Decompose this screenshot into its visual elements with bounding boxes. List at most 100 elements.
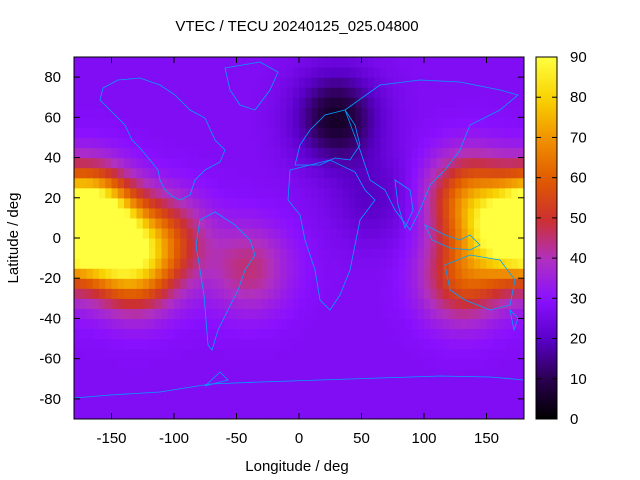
heatmap-cell bbox=[417, 368, 425, 380]
heatmap-cell bbox=[436, 338, 444, 350]
heatmap-cell bbox=[355, 177, 363, 189]
heatmap-cell bbox=[380, 368, 388, 380]
heatmap-cell bbox=[511, 127, 519, 139]
heatmap-cell bbox=[117, 207, 125, 219]
heatmap-cell bbox=[442, 217, 450, 229]
heatmap-cell bbox=[205, 398, 213, 410]
heatmap-cell bbox=[224, 288, 231, 299]
heatmap-cell bbox=[374, 167, 381, 179]
heatmap-cell bbox=[436, 87, 444, 98]
heatmap-cell bbox=[517, 207, 524, 219]
heatmap-cell bbox=[417, 187, 425, 199]
x-tick-label: 50 bbox=[353, 430, 370, 447]
heatmap-cell bbox=[436, 137, 444, 149]
heatmap-cell bbox=[386, 107, 394, 118]
heatmap-cell bbox=[436, 147, 444, 159]
heatmap-cell bbox=[292, 127, 300, 139]
heatmap-cell bbox=[74, 137, 81, 149]
heatmap-cell bbox=[111, 278, 119, 289]
heatmap-cell bbox=[242, 77, 250, 88]
heatmap-cell bbox=[330, 157, 338, 169]
heatmap-cell bbox=[461, 248, 469, 259]
heatmap-cell bbox=[367, 408, 375, 419]
heatmap-cell bbox=[105, 248, 113, 259]
heatmap-cell bbox=[205, 187, 213, 199]
heatmap-cell bbox=[349, 278, 356, 289]
heatmap-cell bbox=[186, 177, 194, 189]
heatmap-cell bbox=[336, 67, 344, 78]
heatmap-cell bbox=[299, 248, 306, 259]
heatmap-cell bbox=[167, 187, 175, 199]
heatmap-cell bbox=[386, 318, 394, 330]
heatmap-cell bbox=[399, 157, 406, 169]
heatmap-cell bbox=[261, 298, 269, 309]
heatmap-cell bbox=[167, 298, 175, 309]
heatmap-cell bbox=[242, 328, 250, 340]
heatmap-cell bbox=[436, 167, 444, 179]
heatmap-cell bbox=[505, 338, 513, 350]
heatmap-cell bbox=[355, 328, 363, 340]
heatmap-cell bbox=[186, 147, 194, 159]
heatmap-cell bbox=[367, 328, 375, 340]
colorbar-tick-label: 0 bbox=[570, 411, 578, 428]
heatmap-cell bbox=[399, 378, 406, 390]
heatmap-cell bbox=[417, 127, 425, 139]
heatmap-cell bbox=[330, 187, 338, 199]
heatmap-cell bbox=[367, 57, 375, 68]
heatmap-cell bbox=[111, 268, 119, 279]
heatmap-cell bbox=[392, 268, 400, 279]
heatmap-cell bbox=[161, 368, 169, 380]
heatmap-cell bbox=[324, 278, 331, 289]
heatmap-cell bbox=[405, 358, 413, 370]
heatmap-cell bbox=[417, 298, 425, 309]
y-tick-label: 60 bbox=[44, 109, 61, 126]
heatmap-cell bbox=[242, 157, 250, 169]
heatmap-cell bbox=[486, 308, 494, 320]
heatmap-cell bbox=[499, 117, 506, 128]
heatmap-cell bbox=[280, 137, 288, 149]
heatmap-cell bbox=[467, 268, 475, 279]
heatmap-cell bbox=[405, 398, 413, 410]
heatmap-cell bbox=[217, 308, 225, 320]
heatmap-cell bbox=[230, 127, 238, 139]
y-tick-label: 80 bbox=[44, 69, 61, 86]
heatmap-cell bbox=[86, 368, 94, 380]
heatmap-cell bbox=[355, 87, 363, 98]
heatmap-cell bbox=[436, 187, 444, 199]
heatmap-cell bbox=[517, 338, 524, 350]
heatmap-cell bbox=[92, 197, 100, 209]
heatmap-cell bbox=[474, 408, 481, 419]
heatmap-cell bbox=[336, 97, 344, 108]
heatmap-cell bbox=[499, 328, 506, 340]
heatmap-cell bbox=[230, 77, 238, 88]
heatmap-cell bbox=[86, 227, 94, 239]
heatmap-cell bbox=[399, 187, 406, 199]
heatmap-cell bbox=[217, 177, 225, 189]
heatmap-cell bbox=[242, 197, 250, 209]
heatmap-cell bbox=[486, 227, 494, 239]
heatmap-cell bbox=[174, 278, 181, 289]
heatmap-cell bbox=[286, 268, 294, 279]
heatmap-cell bbox=[242, 127, 250, 139]
heatmap-cell bbox=[274, 268, 281, 279]
heatmap-cell bbox=[317, 87, 325, 98]
heatmap-cell bbox=[486, 207, 494, 219]
heatmap-cell bbox=[367, 147, 375, 159]
heatmap-cell bbox=[367, 127, 375, 139]
heatmap-cell bbox=[449, 348, 456, 360]
heatmap-cell bbox=[480, 338, 488, 350]
heatmap-cell bbox=[142, 358, 150, 370]
heatmap-cell bbox=[292, 408, 300, 419]
heatmap-cell bbox=[217, 67, 225, 78]
heatmap-cell bbox=[261, 137, 269, 149]
heatmap-cell bbox=[349, 97, 356, 108]
heatmap-cell bbox=[305, 137, 313, 149]
heatmap-cell bbox=[261, 368, 269, 380]
heatmap-cell bbox=[286, 117, 294, 128]
heatmap-cell bbox=[336, 127, 344, 139]
heatmap-cell bbox=[111, 137, 119, 149]
heatmap-cell bbox=[449, 358, 456, 370]
heatmap-cell bbox=[299, 207, 306, 219]
heatmap-cell bbox=[355, 348, 363, 360]
heatmap-cell bbox=[105, 398, 113, 410]
